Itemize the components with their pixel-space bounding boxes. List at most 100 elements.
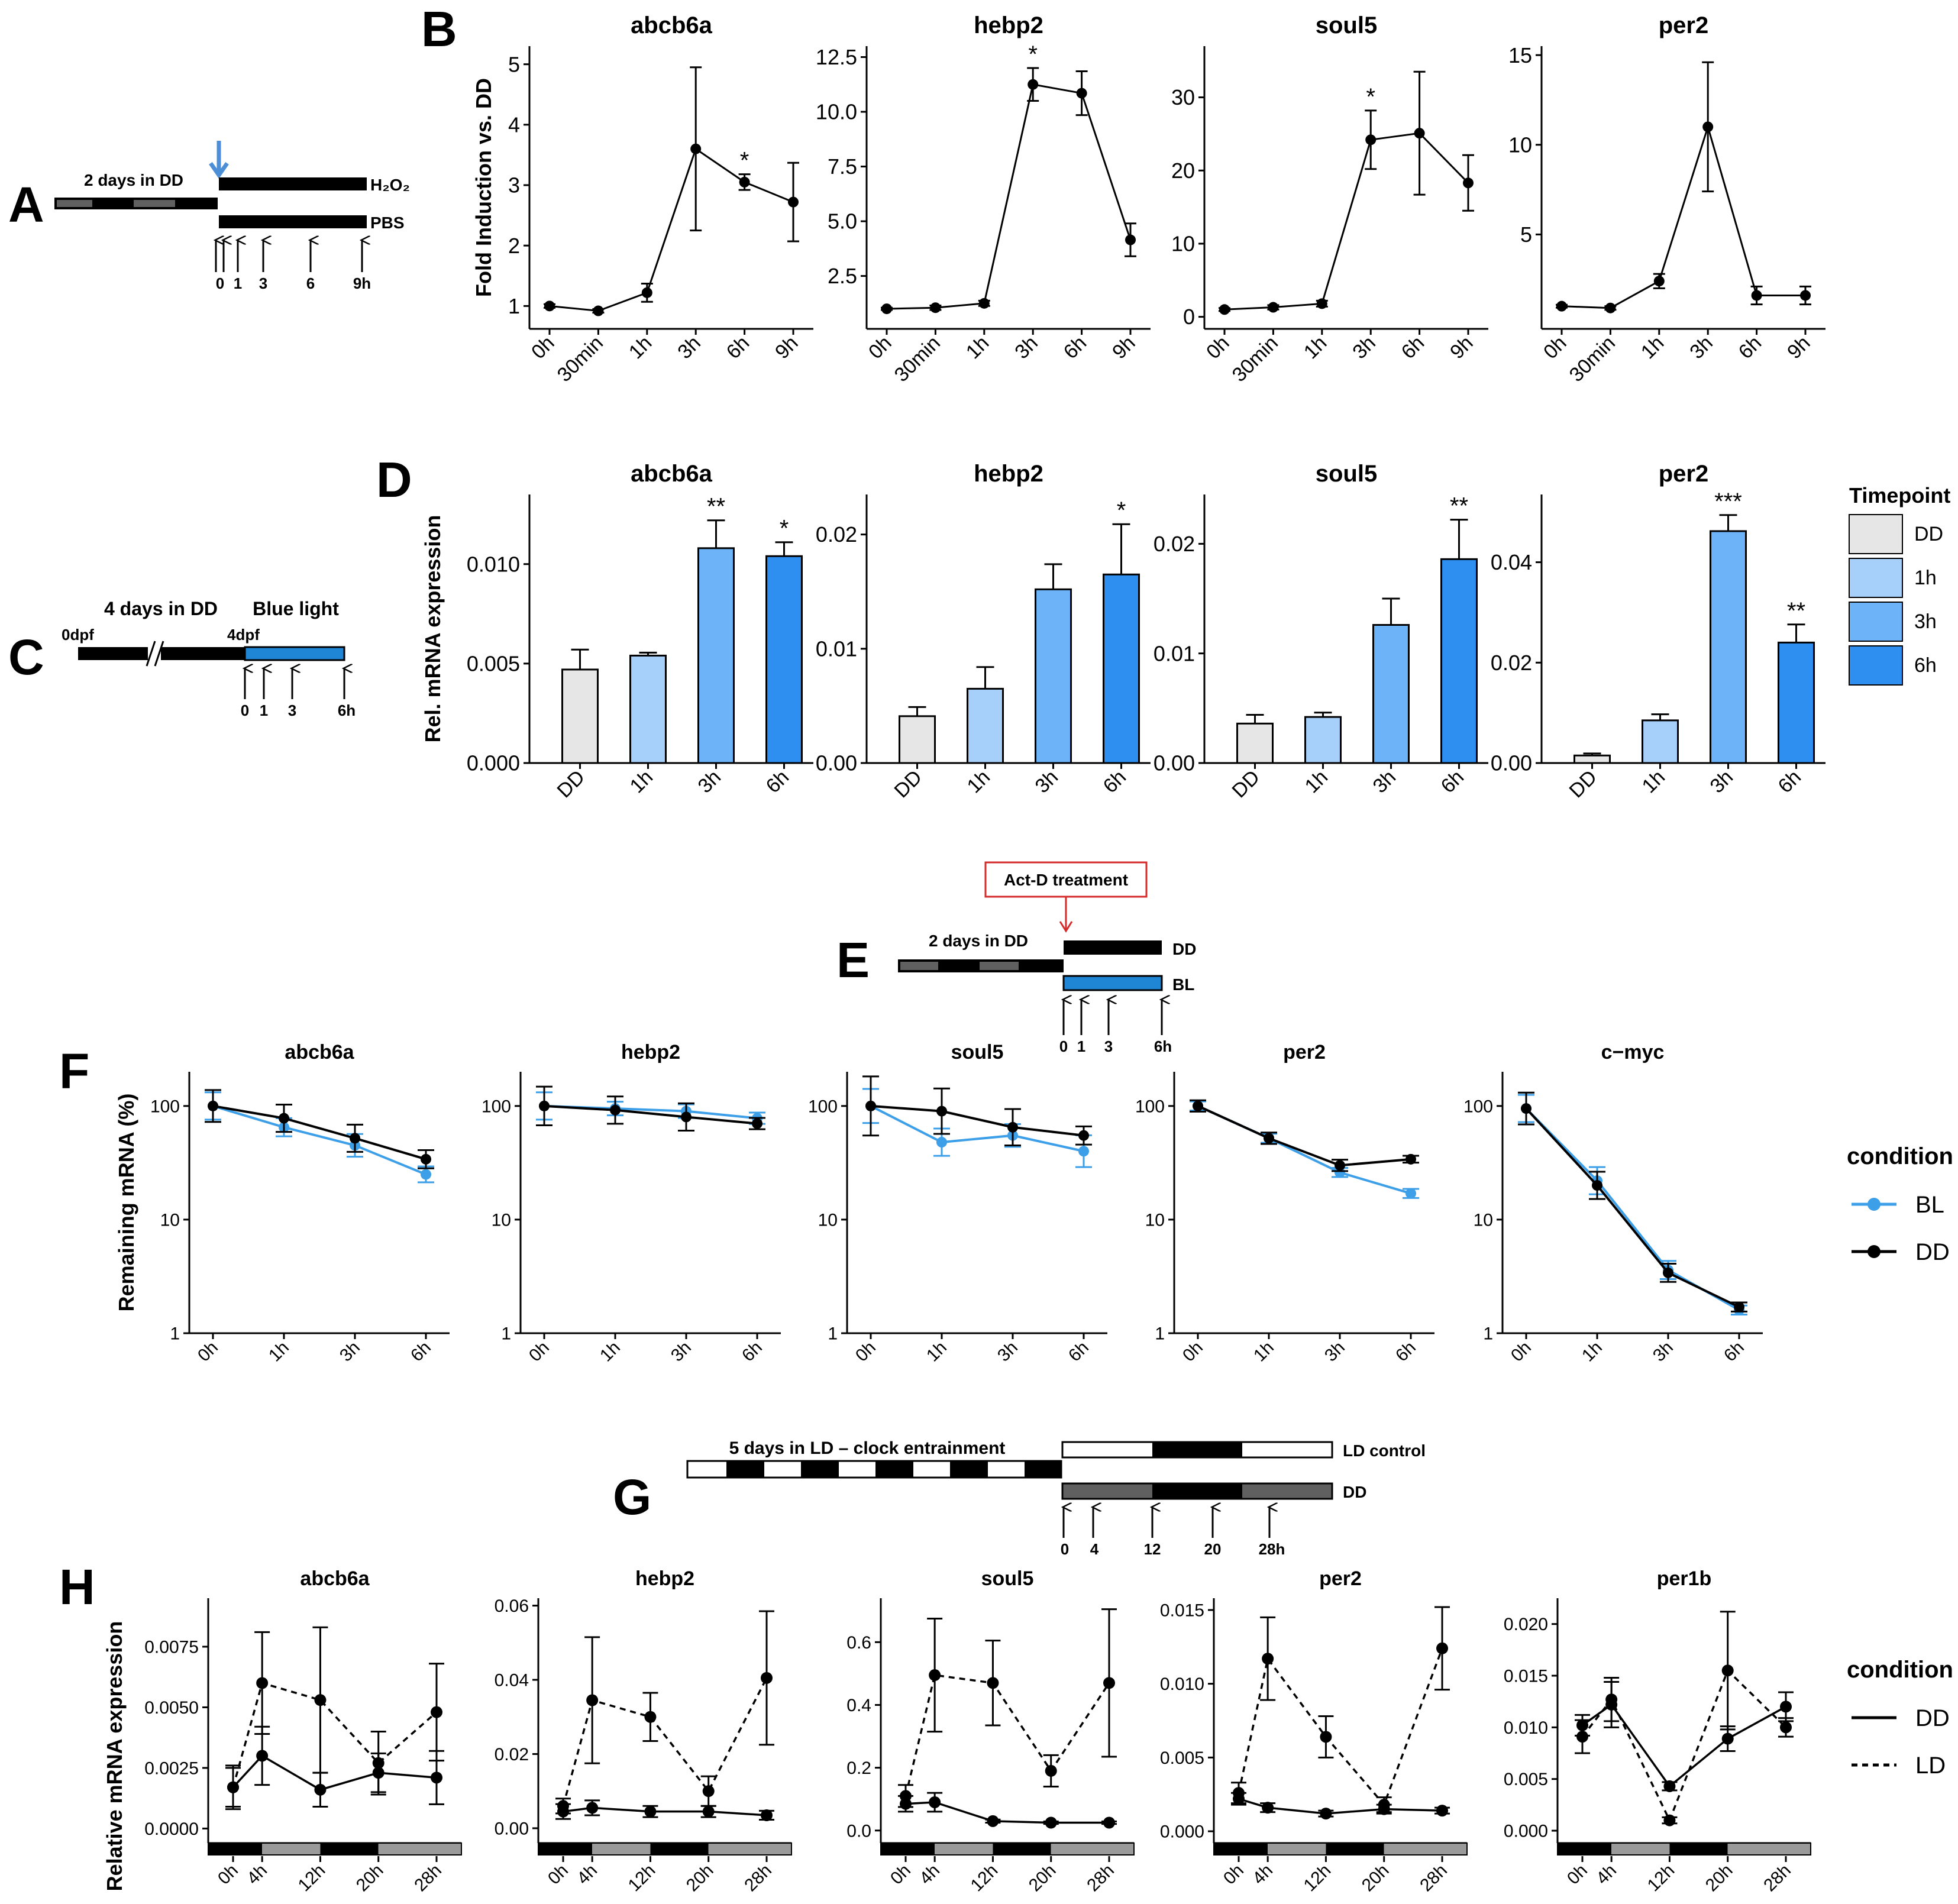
- chart-h-soul5-ld-point: [929, 1669, 941, 1682]
- schematic-e-time-1: 1: [1077, 1037, 1085, 1055]
- chart-d-per2-xtick-label: 1h: [1638, 766, 1670, 798]
- chart-h-per2-ld-line: [1238, 1648, 1443, 1807]
- legend-h-ld-label: LD: [1915, 1753, 1946, 1779]
- chart-h-hebp2-xtick-label: 20h: [683, 1861, 718, 1896]
- schematic-g-night-3: [875, 1461, 913, 1478]
- schematic-a-time-9h: 9h: [353, 274, 371, 292]
- chart-f-soul5-xtick-label: 3h: [994, 1338, 1022, 1366]
- chart-h-soul5-dd-point: [929, 1796, 941, 1808]
- schematic-e-dd-label: DD: [1172, 940, 1196, 958]
- schematic-a-time-6: 6: [306, 274, 315, 292]
- chart-b-hebp2-xtick-label: 6h: [1059, 332, 1091, 364]
- chart-b-abcb6a-ytick-label: 5: [508, 52, 520, 76]
- chart-f-hebp2-xtick-label: 6h: [738, 1338, 766, 1366]
- chart-f-abcb6a-xtick-label: 6h: [407, 1338, 435, 1366]
- chart-h-hebp2-dd-point: [761, 1809, 773, 1821]
- chart-h-hebp2-ld-point: [586, 1694, 599, 1706]
- chart-h-hebp2-ld-point: [761, 1672, 773, 1684]
- chart-h-abcb6a-dd-point: [227, 1781, 239, 1793]
- chart-h-soul5-ld-point: [987, 1677, 999, 1689]
- chart-b-abcb6a-point: [593, 305, 604, 316]
- legend-f-dd-point: [1867, 1245, 1881, 1258]
- chart-b-abcb6a-xtick-label: 30min: [553, 332, 608, 386]
- chart-b-soul5-xtick-label: 0h: [1202, 332, 1234, 364]
- chart-h-soul5-ld-line: [904, 1674, 1110, 1796]
- chart-b-hebp2-ytick-label: 2.5: [828, 264, 857, 288]
- chart-f-soul5-dd-point: [1007, 1121, 1018, 1133]
- chart-f-per2-ytick-label: 1: [1155, 1324, 1165, 1344]
- legend-h-dd-label: DD: [1915, 1705, 1950, 1731]
- chart-h-abcb6a-xtick-label: 20h: [353, 1861, 387, 1896]
- chart-h-soul5-band-dark: [881, 1843, 906, 1855]
- chart-b-abcb6a-xtick-label: 6h: [722, 332, 754, 364]
- legend-swatch-1h: [1849, 558, 1903, 598]
- chart-h-hebp2-xtick-label: 12h: [625, 1861, 660, 1896]
- chart-h-hebp2-ytick-label: 0.00: [495, 1819, 529, 1838]
- chart-h-per1b-ytick-label: 0.015: [1504, 1667, 1548, 1686]
- chart-h-abcb6a-ld-point: [431, 1706, 442, 1718]
- schematic-a-subjective-day-1: [57, 200, 92, 207]
- chart-d-per2-xtick-label: DD: [1565, 766, 1602, 803]
- chart-h-hebp2-dd-point: [702, 1805, 715, 1818]
- chart-h-per2-band-light: [1442, 1843, 1467, 1855]
- chart-h-abcb6a-dd-point: [256, 1750, 269, 1762]
- chart-d: Rel. mRNA expression abcb6a 0.000 0.005 0.01…: [421, 461, 1825, 802]
- schematic-e-days-label: 2 days in DD: [929, 932, 1028, 950]
- legend-swatch-3h: [1849, 602, 1903, 642]
- chart-h-per1b-title: per1b: [1657, 1567, 1712, 1590]
- schematic-a-treatment-arrow: [209, 141, 229, 179]
- chart-f-hebp2: hebp2 1 10 100 0h 1h 3h 6h: [482, 1041, 781, 1366]
- legend-timepoint-title: Timepoint: [1849, 483, 1950, 507]
- schematic-e-treatment-label: Act-D treatment: [1004, 871, 1128, 889]
- chart-b-soul5-significance: *: [1366, 84, 1375, 110]
- legend-swatch-6h: [1849, 645, 1903, 686]
- schematic-g-time-20: 20: [1204, 1540, 1222, 1558]
- chart-h-soul5-band-light: [935, 1843, 993, 1855]
- chart-b-abcb6a-series-line: [549, 147, 794, 312]
- chart-f-hebp2-dd-point: [539, 1100, 550, 1111]
- schematic-e-dd-treatment-bar: [1064, 940, 1162, 955]
- chart-f-soul5-dd-point: [936, 1105, 947, 1117]
- legend-f-dd-label: DD: [1915, 1239, 1950, 1265]
- chart-f-cmyc-xtick-label: 1h: [1578, 1338, 1606, 1366]
- chart-f-abcb6a-ytick-label: 100: [150, 1097, 180, 1116]
- chart-f-per2-dd-point: [1264, 1133, 1274, 1144]
- chart-d-hebp2-xtick-label: 3h: [1031, 766, 1063, 798]
- chart-b-soul5-point: [1414, 128, 1425, 139]
- chart-h-abcb6a-ld-point: [314, 1694, 327, 1706]
- panel-letter-b: B: [421, 1, 457, 57]
- chart-d-abcb6a-ytick-label: 0.005: [467, 651, 520, 675]
- chart-h-abcb6a-xtick-label: 4h: [243, 1861, 271, 1889]
- chart-f-hebp2-dd-point: [752, 1118, 762, 1129]
- chart-h-hebp2-ld-point: [702, 1785, 715, 1798]
- chart-d-hebp2: hebp2 0.00 0.01 0.02 DD 1h 3h 6h *: [816, 461, 1151, 802]
- chart-h-soul5-band-frame: [880, 1842, 1135, 1855]
- schematic-c-dark-bar: [78, 647, 245, 660]
- chart-h-per2-xtick-label: 4h: [1249, 1861, 1277, 1889]
- chart-h-hebp2-band-light: [592, 1843, 651, 1855]
- chart-h-soul5-band-dark: [993, 1843, 1051, 1855]
- panel-letter-e: E: [836, 932, 870, 988]
- chart-h-per1b-xtick-label: 4h: [1592, 1861, 1620, 1889]
- panel-letter-g: G: [613, 1469, 651, 1525]
- chart-f-per2-xtick-label: 1h: [1250, 1338, 1278, 1366]
- chart-b-hebp2-xtick-label: 30min: [890, 332, 945, 386]
- chart-h-per2-dd-point: [1436, 1805, 1448, 1817]
- chart-f-abcb6a-dd-line: [212, 1104, 427, 1160]
- chart-b-abcb6a-point: [739, 176, 750, 188]
- chart-d-ylabel: Rel. mRNA expression: [421, 515, 445, 743]
- chart-h-soul5-xtick-label: 12h: [967, 1861, 1002, 1896]
- schematic-a-time-3: 3: [259, 274, 267, 292]
- chart-b-soul5-point: [1365, 134, 1377, 146]
- chart-h-abcb6a: abcb6a 0.0000 0.0025 0.0050 0.0075 0h 4h 12h 20h…: [144, 1567, 462, 1896]
- chart-d-hebp2-ytick-label: 0.00: [816, 751, 857, 775]
- chart-h-per1b-dd-line: [1581, 1703, 1786, 1788]
- legend-f-title: condition: [1847, 1143, 1953, 1169]
- schematic-g-night-2: [801, 1461, 839, 1478]
- chart-b-hebp2-xtick-label: 1h: [962, 332, 994, 364]
- chart-d-per2-ytick-label: 0.02: [1491, 651, 1532, 675]
- chart-b-soul5-xtick-label: 30min: [1228, 332, 1282, 386]
- chart-h-abcb6a-dd-point: [314, 1783, 327, 1796]
